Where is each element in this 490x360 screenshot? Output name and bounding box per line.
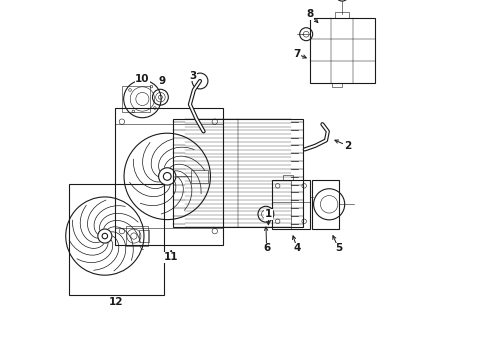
Bar (122, 86, 150, 112)
Text: 3: 3 (189, 71, 196, 81)
Text: 4: 4 (294, 243, 301, 253)
Bar (272, 180, 310, 229)
Text: 7: 7 (294, 49, 301, 59)
Bar (173, 119, 303, 227)
Bar (139, 230, 149, 242)
Bar (310, 18, 374, 83)
Text: 5: 5 (335, 243, 342, 253)
Text: 11: 11 (164, 252, 178, 262)
Bar (126, 226, 148, 246)
Bar (335, 12, 349, 18)
Text: 9: 9 (159, 76, 166, 86)
Text: 8: 8 (306, 9, 314, 19)
Text: 10: 10 (135, 74, 149, 84)
Text: 2: 2 (344, 141, 351, 151)
Text: 1: 1 (265, 209, 272, 219)
Bar (283, 175, 293, 180)
Bar (312, 180, 339, 229)
Bar (191, 170, 208, 183)
Text: 6: 6 (263, 243, 270, 253)
Bar (333, 83, 342, 87)
Bar (69, 184, 164, 295)
Text: 12: 12 (109, 297, 124, 307)
Circle shape (102, 233, 108, 239)
Bar (116, 108, 223, 245)
